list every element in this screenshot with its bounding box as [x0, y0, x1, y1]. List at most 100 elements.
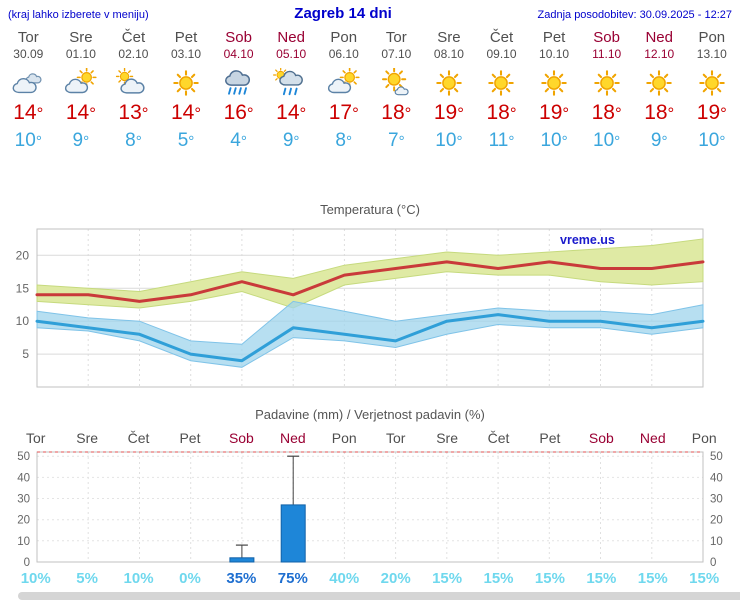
high-temp-value: 18 [381, 101, 405, 124]
precip-day-label: Tor [385, 430, 406, 446]
day-column[interactable]: Pon 13.10 19° 10° [686, 29, 739, 152]
rain-showers-icon [272, 68, 310, 98]
day-column[interactable]: Sre 01.10 14° 9° [55, 29, 108, 152]
rain-icon [220, 68, 258, 98]
day-column[interactable]: Čet 09.10 18° 11° [475, 29, 528, 152]
degree-sign: ° [561, 133, 568, 150]
scrollbar-track[interactable] [18, 592, 740, 600]
watermark: vreme.us [560, 233, 615, 247]
day-name: Pet [542, 29, 566, 46]
plot-border [36, 451, 704, 563]
high-temp-value: 18 [591, 101, 615, 124]
degree-sign: ° [404, 104, 412, 123]
day-date: 03.10 [171, 47, 202, 61]
day-date: 01.10 [65, 47, 96, 61]
high-temp-value: 19 [433, 101, 458, 124]
day-name: Pet [174, 29, 198, 46]
degree-sign: ° [456, 133, 463, 150]
cloudy-icon [9, 68, 47, 98]
temp-max-band [36, 238, 704, 309]
day-name: Tor [17, 29, 39, 46]
low-temp: 7° [370, 130, 423, 152]
sunny-icon [482, 68, 520, 98]
menu-hint: (kraj lahko izberete v meniju) [8, 9, 149, 21]
low-temp: 10° [686, 130, 739, 152]
precip-probability: 15% [534, 570, 565, 587]
low-temp-value: 10 [14, 130, 36, 151]
degree-sign: ° [719, 133, 726, 150]
day-column[interactable]: Ned 12.10 18° 9° [633, 29, 686, 152]
day-column[interactable]: Tor 30.09 14° 10° [2, 29, 55, 152]
day-name: Ned [277, 29, 305, 46]
low-temp: 9° [55, 130, 108, 152]
high-temp: 18° [633, 101, 686, 125]
high-temp: 13° [107, 101, 160, 125]
precip-probability: 15% [483, 570, 514, 587]
precip-probability-row: 10% 5% 10% 0% 35% 75% 40% 20% 15% 15% 15% 15% 15% 15% [0, 570, 740, 587]
low-temp: 10° [580, 130, 633, 152]
y-tick-label-right: 20 [710, 515, 723, 527]
low-temp-value: 10 [435, 130, 457, 151]
low-temp: 4° [212, 130, 265, 152]
y-tick-label: 10 [16, 314, 30, 328]
high-temp-value: 19 [539, 101, 563, 124]
day-date: 08.10 [433, 47, 464, 61]
degree-sign: ° [36, 104, 44, 123]
day-name: Sob [593, 29, 620, 46]
precip-day-label: Sre [76, 430, 99, 446]
low-temp-value: 5 [177, 130, 189, 151]
day-column[interactable]: Tor 07.10 18° 7° [370, 29, 423, 152]
degree-sign: ° [398, 133, 405, 150]
day-column[interactable]: Sob 11.10 18° 10° [580, 29, 633, 152]
bottom-scrollbar[interactable] [0, 592, 740, 600]
y-tick-label: 20 [16, 248, 30, 262]
degree-sign: ° [83, 133, 90, 150]
precip-probability: 15% [637, 570, 668, 587]
day-name: Sre [69, 29, 93, 46]
day-name: Tor [385, 29, 407, 46]
last-updated: Zadnja posodobitev: 30.09.2025 - 12:27 [537, 9, 732, 21]
high-temp: 16° [212, 101, 265, 125]
precip-day-label: Pet [179, 430, 201, 446]
y-tick-label-left: 50 [17, 451, 30, 463]
y-tick-label-right: 30 [710, 494, 723, 506]
low-temp-value: 10 [540, 130, 562, 151]
high-temp: 14° [55, 101, 108, 125]
degree-sign: ° [352, 104, 359, 123]
temp-max [35, 260, 705, 303]
day-column[interactable]: Ned 05.10 14° 9° [265, 29, 318, 152]
y-tick-label-right: 10 [710, 536, 723, 548]
high-temp: 14° [160, 101, 213, 125]
high-temp-value: 14 [65, 101, 90, 124]
partly-cloudy-icon [325, 68, 363, 98]
low-temp: 9° [633, 130, 686, 152]
day-column[interactable]: Pon 06.10 17° 8° [317, 29, 370, 152]
degree-sign: ° [299, 104, 307, 123]
degree-sign: ° [35, 133, 42, 150]
precip-probability: 20% [380, 570, 411, 587]
day-name: Ned [645, 29, 673, 46]
high-temp-value: 17 [328, 101, 353, 124]
day-column[interactable]: Pet 10.10 19° 10° [528, 29, 581, 152]
precip-day-label: Pon [691, 430, 717, 446]
high-temp: 17° [317, 101, 370, 125]
precip-probability: 40% [329, 570, 360, 587]
precip-day-label: Sre [436, 430, 458, 446]
low-temp-value: 10 [593, 130, 615, 151]
day-column[interactable]: Sob 04.10 16° 4° [212, 29, 265, 152]
sunny-icon [588, 68, 626, 98]
high-temp: 18° [370, 101, 423, 125]
precip-day-label: Čet [487, 430, 510, 446]
degree-sign: ° [293, 133, 300, 150]
low-temp: 8° [317, 130, 370, 152]
day-column[interactable]: Sre 08.10 19° 10° [423, 29, 476, 152]
precip-day-label: Pet [539, 430, 561, 446]
degree-sign: ° [194, 104, 202, 123]
high-temp-value: 14 [276, 101, 300, 124]
day-date: 05.10 [276, 47, 307, 61]
day-date: 11.10 [592, 47, 622, 61]
day-column[interactable]: Pet 03.10 14° 5 ° [160, 29, 213, 152]
day-name: Pon [698, 29, 726, 46]
high-temp-value: 13 [118, 101, 142, 124]
day-column[interactable]: Čet 02.10 13° 8° [107, 29, 160, 152]
